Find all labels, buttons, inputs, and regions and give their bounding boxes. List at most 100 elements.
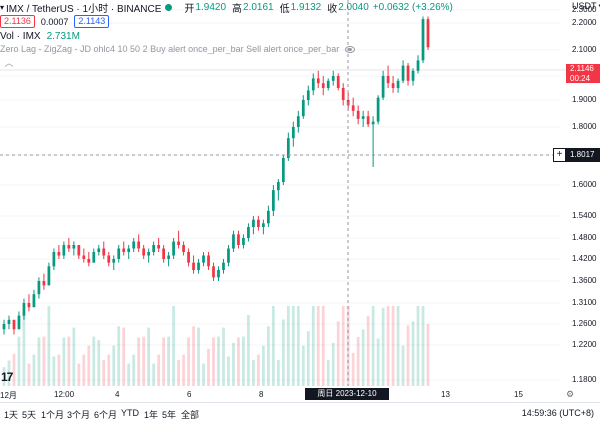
currency-selector[interactable]: USDT ▾ — [572, 1, 600, 11]
collapse-arrow-icon[interactable]: ▾ — [0, 3, 5, 12]
volume-bar — [137, 337, 141, 386]
candle-body — [421, 19, 425, 61]
volume-bar — [12, 353, 16, 386]
indicator-legend: Zero Lag - ZigZag - JD ohlc4 10 50 2 Buy… — [0, 44, 356, 54]
volume-bar — [331, 342, 335, 386]
volume-bar — [37, 337, 41, 386]
price-tick-label: 1.9000 — [572, 95, 597, 104]
candle-body — [391, 83, 395, 88]
volume-bar — [187, 337, 190, 386]
price-tick-label: 1.8000 — [572, 122, 597, 131]
volume-bar — [97, 340, 101, 386]
volume-bar — [366, 315, 370, 386]
last-price-tag: 2.1146 00:24 — [566, 64, 600, 83]
time-tick-label: 12:00 — [54, 390, 75, 399]
range-button[interactable]: 3个月 — [67, 410, 91, 420]
candle-body — [172, 241, 175, 256]
volume-label[interactable]: Vol · IMX — [0, 31, 41, 42]
candle-body — [47, 266, 51, 286]
candle-body — [142, 248, 146, 256]
candle-body — [107, 255, 111, 263]
candle-body — [371, 121, 375, 125]
symbol-title[interactable]: IMX / TetherUS · 1小时 · BINANCE — [6, 4, 162, 15]
volume-bar — [242, 336, 245, 386]
indicator-title[interactable]: Zero Lag - ZigZag - JD ohlc4 10 50 2 Buy… — [0, 44, 340, 54]
volume-bar — [52, 356, 56, 386]
candle-body — [411, 70, 415, 81]
candle-body — [192, 262, 195, 270]
candle-body — [381, 76, 385, 98]
change-value: +0.0632 (+3.26%) — [372, 2, 453, 13]
volume-bar — [252, 360, 255, 386]
candle-body — [62, 245, 66, 256]
candle-body — [157, 245, 161, 249]
range-button[interactable]: 1个月 — [41, 410, 65, 420]
volume-bar — [396, 306, 400, 386]
volume-bar — [147, 327, 151, 386]
volume-bar — [376, 338, 380, 386]
candle-body — [281, 158, 285, 182]
volume-legend: Vol · IMX 2.731M — [0, 31, 80, 42]
candle-body — [27, 303, 31, 308]
price-tick-label: 1.2200 — [572, 340, 597, 349]
volume-bar — [217, 336, 220, 386]
volume-bar — [411, 321, 415, 386]
candle-body — [17, 315, 21, 330]
eye-icon[interactable] — [345, 45, 356, 53]
low-value: 1.9132 — [290, 2, 322, 13]
crosshair-price-tag: 1.8017 — [566, 148, 600, 162]
open-value: 1.9420 — [195, 2, 227, 13]
range-button[interactable]: 全部 — [181, 410, 200, 420]
volume-bar — [237, 337, 240, 386]
candle-body — [187, 252, 190, 263]
range-button[interactable]: YTD — [121, 408, 139, 418]
last-price-value: 2.1146 — [570, 64, 594, 73]
chevron-up-icon[interactable]: ︿ — [4, 58, 14, 68]
volume-bar — [197, 327, 200, 386]
clock-display[interactable]: 14:59:36 (UTC+8) — [521, 408, 594, 418]
candle-body — [232, 234, 235, 249]
candle-body — [227, 248, 230, 263]
volume-bar — [212, 337, 215, 386]
buy-button[interactable]: 2.1143 — [74, 15, 110, 28]
gear-icon[interactable]: ⚙ — [566, 389, 575, 399]
volume-bar — [132, 354, 136, 386]
candle-body — [247, 227, 250, 238]
range-button[interactable]: 1天 — [4, 410, 19, 420]
candle-body — [222, 262, 225, 270]
candle-body — [257, 219, 260, 227]
range-button[interactable]: 5年 — [162, 410, 177, 420]
time-tick-label: 12月 — [0, 391, 17, 400]
candle-body — [127, 248, 131, 252]
volume-bar — [351, 352, 355, 386]
volume-bar — [112, 345, 116, 386]
range-button[interactable]: 6个月 — [94, 410, 118, 420]
currency-label: USDT — [572, 1, 597, 11]
candle-body — [7, 319, 11, 324]
candle-body — [356, 110, 360, 119]
candle-body — [97, 248, 101, 252]
volume-bar — [7, 360, 11, 386]
candle-body — [376, 97, 380, 122]
range-button[interactable]: 1年 — [144, 410, 159, 420]
sell-button[interactable]: 2.1136 — [0, 15, 35, 28]
volume-bar — [77, 363, 81, 386]
volume-bar — [336, 321, 340, 386]
candle-body — [267, 210, 270, 224]
volume-bar — [356, 337, 360, 386]
volume-bar — [301, 345, 305, 386]
add-alert-button[interactable]: + — [553, 148, 566, 162]
volume-bar — [346, 306, 350, 386]
volume-bar — [72, 327, 76, 386]
candle-body — [77, 245, 81, 256]
candle-body — [67, 245, 71, 249]
price-tick-label: 2.2000 — [572, 18, 597, 27]
high-label: 高 — [232, 4, 243, 15]
price-tick-label: 1.4800 — [572, 233, 597, 242]
candle-body — [296, 116, 300, 127]
range-button[interactable]: 5天 — [22, 410, 37, 420]
price-tick-label: 1.5400 — [572, 211, 597, 220]
tradingview-logo[interactable]: 17 — [1, 370, 13, 384]
